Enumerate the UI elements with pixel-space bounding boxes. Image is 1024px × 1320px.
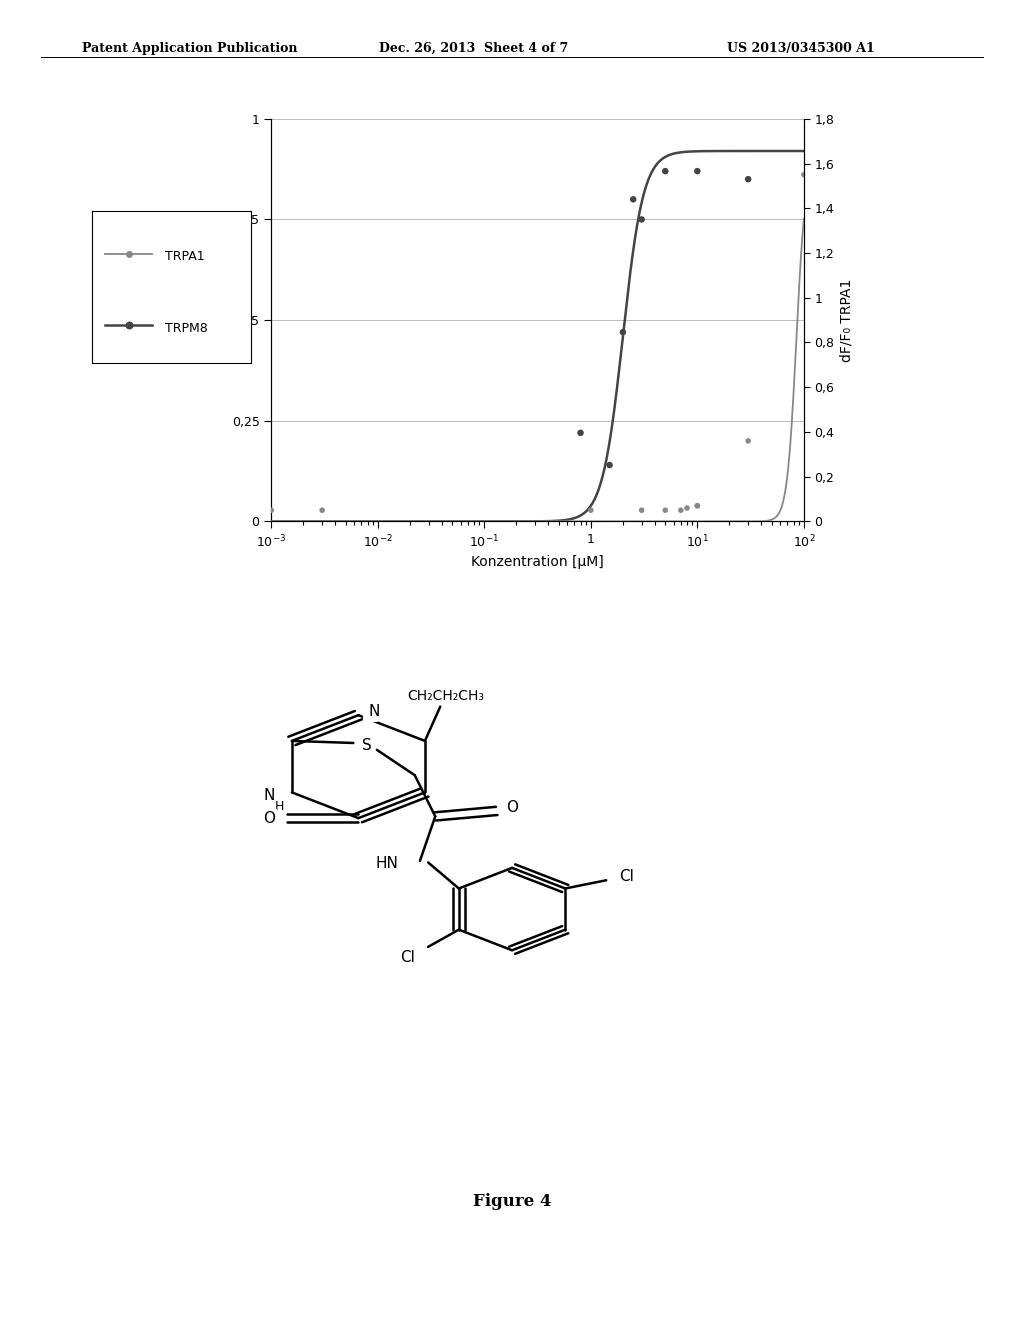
Y-axis label: dF/F₀ TRPA1: dF/F₀ TRPA1 (840, 279, 854, 362)
Point (796, 164, 812, 185)
Text: CH₂CH₂CH₃: CH₂CH₂CH₃ (407, 689, 484, 704)
Point (314, 500, 331, 521)
Text: HN: HN (376, 855, 398, 871)
Point (634, 500, 650, 521)
Point (572, 422, 589, 444)
Point (689, 495, 706, 516)
Text: O: O (506, 800, 518, 814)
Text: Patent Application Publication: Patent Application Publication (82, 42, 297, 55)
Point (657, 161, 674, 182)
Text: N: N (365, 706, 377, 721)
Text: Dec. 26, 2013  Sheet 4 of 7: Dec. 26, 2013 Sheet 4 of 7 (379, 42, 568, 55)
Text: N: N (368, 705, 380, 719)
Text: N: N (263, 788, 275, 804)
Point (657, 500, 674, 521)
Point (263, 500, 280, 521)
Text: Cl: Cl (620, 869, 634, 883)
X-axis label: Konzentration [μM]: Konzentration [μM] (471, 556, 604, 569)
Text: US 2013/0345300 A1: US 2013/0345300 A1 (727, 42, 874, 55)
Point (679, 498, 695, 519)
Point (689, 161, 706, 182)
Text: Figure 4: Figure 4 (473, 1193, 551, 1209)
Text: Cl: Cl (400, 949, 415, 965)
Text: O: O (263, 810, 275, 825)
Text: H: H (274, 800, 285, 813)
Text: S: S (361, 738, 372, 754)
Text: TRPA1: TRPA1 (165, 251, 205, 263)
Text: TRPM8: TRPM8 (165, 322, 208, 334)
Point (740, 430, 757, 451)
Point (634, 209, 650, 230)
Y-axis label: dF/F₀ TRPM8: dF/F₀ TRPM8 (212, 277, 226, 363)
Point (689, 495, 706, 516)
Point (583, 500, 599, 521)
Point (614, 322, 631, 343)
Point (740, 169, 757, 190)
Point (673, 500, 689, 521)
Point (601, 454, 617, 475)
Point (625, 189, 641, 210)
